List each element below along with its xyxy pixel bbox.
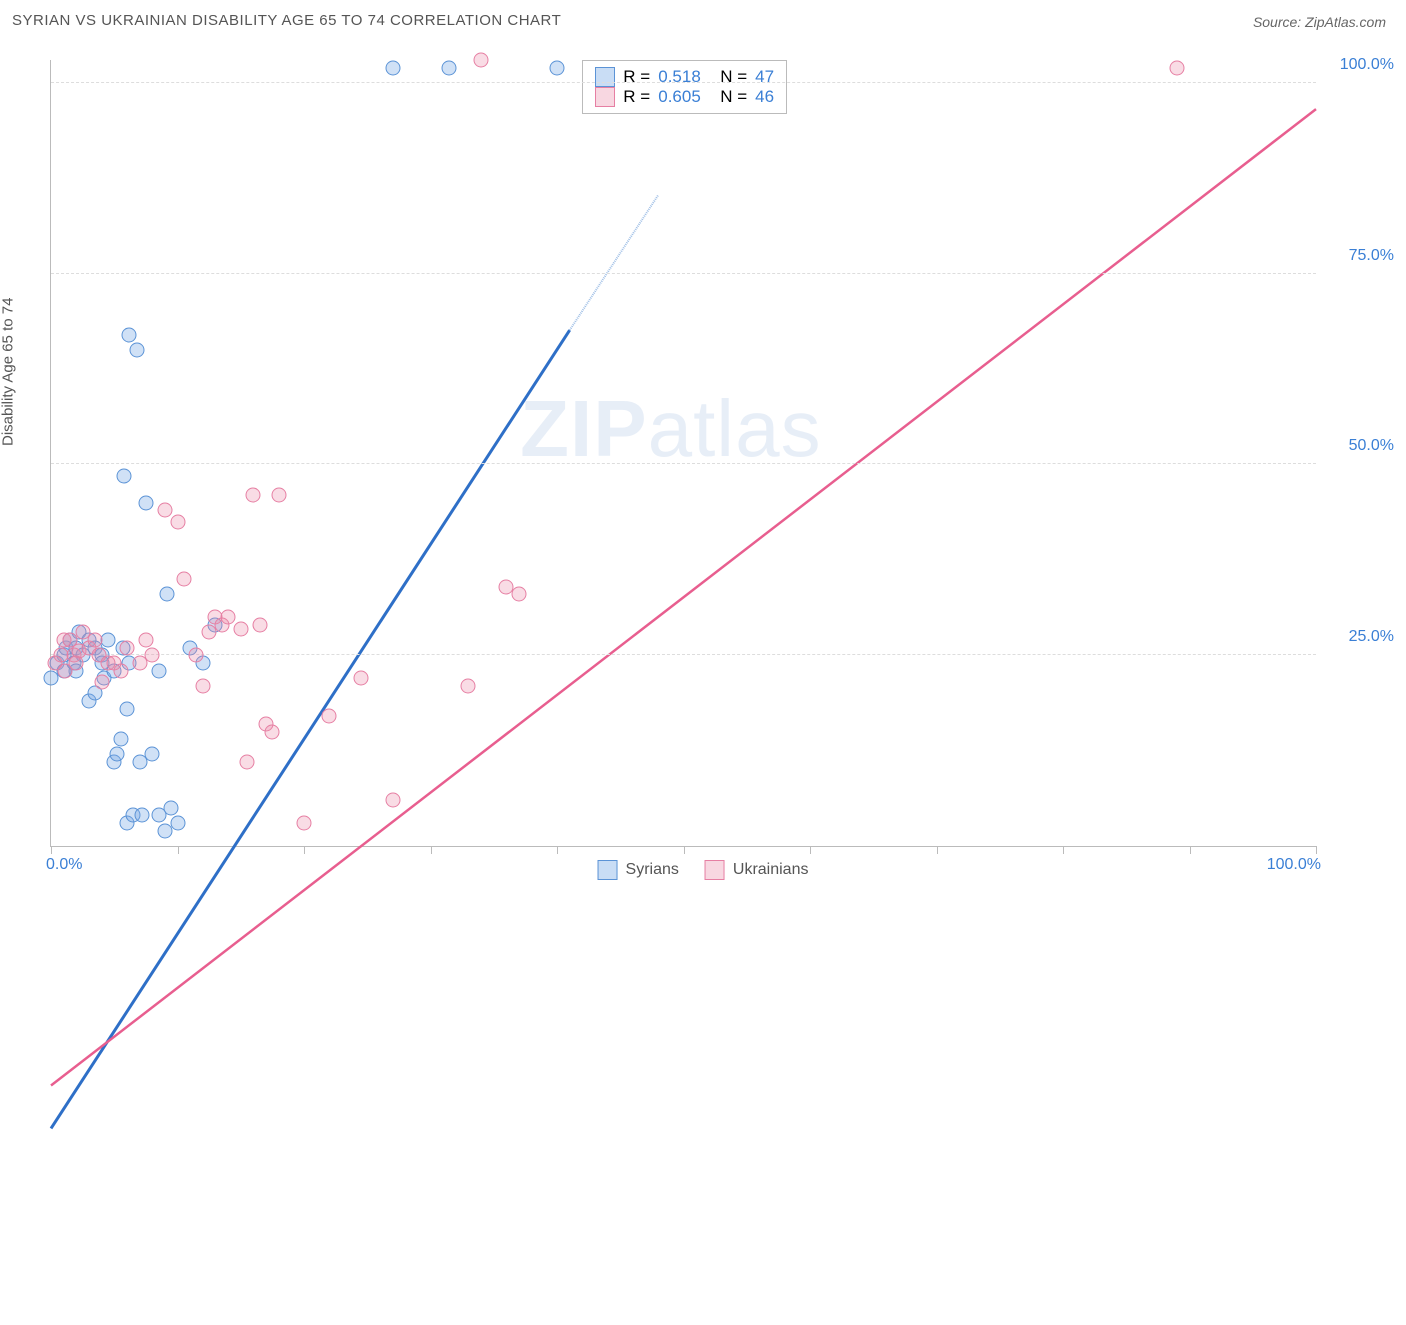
x-tick	[1190, 846, 1191, 854]
data-point	[385, 793, 400, 808]
data-point	[550, 60, 565, 75]
data-point	[151, 663, 166, 678]
x-tick	[304, 846, 305, 854]
legend-swatch-ukrainians-icon	[705, 860, 725, 880]
data-point	[189, 648, 204, 663]
data-point	[119, 701, 134, 716]
data-point	[145, 747, 160, 762]
gridline	[51, 273, 1316, 274]
data-point	[117, 468, 132, 483]
data-point	[297, 816, 312, 831]
data-point	[265, 724, 280, 739]
x-tick	[1063, 846, 1064, 854]
data-point	[119, 640, 134, 655]
data-point	[512, 587, 527, 602]
gridline	[51, 463, 1316, 464]
data-point	[88, 632, 103, 647]
x-tick	[51, 846, 52, 854]
chart-container: SYRIAN VS UKRAINIAN DISABILITY AGE 65 TO…	[0, 0, 1406, 892]
data-point	[160, 587, 175, 602]
x-tick	[684, 846, 685, 854]
data-point	[1169, 60, 1184, 75]
y-tick-label: 25.0%	[1349, 628, 1394, 646]
plot-area: ZIPatlas R = 0.518 N = 47 R = 0.605 N = …	[50, 60, 1316, 847]
data-point	[170, 816, 185, 831]
data-point	[322, 709, 337, 724]
x-tick	[1316, 846, 1317, 854]
y-tick-label: 75.0%	[1349, 247, 1394, 265]
x-tick	[431, 846, 432, 854]
x-tick-min: 0.0%	[46, 856, 82, 874]
data-point	[145, 648, 160, 663]
data-point	[474, 53, 489, 68]
data-point	[442, 60, 457, 75]
data-point	[353, 671, 368, 686]
legend-label-ukrainians: Ukrainians	[733, 861, 809, 879]
data-point	[94, 674, 109, 689]
y-tick-label: 100.0%	[1340, 56, 1394, 74]
gridline	[51, 654, 1316, 655]
data-point	[271, 487, 286, 502]
data-point	[113, 732, 128, 747]
data-point	[164, 800, 179, 815]
data-point	[252, 617, 267, 632]
data-point	[138, 495, 153, 510]
data-point	[130, 342, 145, 357]
data-point	[246, 487, 261, 502]
data-point	[122, 327, 137, 342]
stats-legend: R = 0.518 N = 47 R = 0.605 N = 46	[582, 60, 787, 114]
legend-swatch-syrians	[595, 67, 615, 87]
x-tick	[178, 846, 179, 854]
data-point	[240, 755, 255, 770]
legend-label-syrians: Syrians	[626, 861, 679, 879]
data-point	[461, 678, 476, 693]
x-tick	[810, 846, 811, 854]
data-point	[195, 678, 210, 693]
legend-swatch-syrians-icon	[598, 860, 618, 880]
gridline	[51, 82, 1316, 83]
data-point	[176, 571, 191, 586]
x-tick	[557, 846, 558, 854]
data-point	[109, 747, 124, 762]
data-point	[135, 808, 150, 823]
y-axis-label: Disability Age 65 to 74	[0, 298, 17, 446]
series-legend: Syrians Ukrainians	[598, 860, 809, 880]
data-point	[138, 632, 153, 647]
legend-swatch-ukrainians	[595, 87, 615, 107]
data-point	[385, 60, 400, 75]
data-point	[157, 503, 172, 518]
x-tick-max: 100.0%	[1267, 856, 1321, 874]
data-point	[221, 610, 236, 625]
chart-title: SYRIAN VS UKRAINIAN DISABILITY AGE 65 TO…	[12, 12, 561, 29]
data-point	[233, 621, 248, 636]
source-label: Source: ZipAtlas.com	[1253, 14, 1386, 30]
y-tick-label: 50.0%	[1349, 437, 1394, 455]
trend-lines	[51, 60, 1316, 1325]
data-point	[113, 663, 128, 678]
data-point	[170, 514, 185, 529]
x-tick	[937, 846, 938, 854]
